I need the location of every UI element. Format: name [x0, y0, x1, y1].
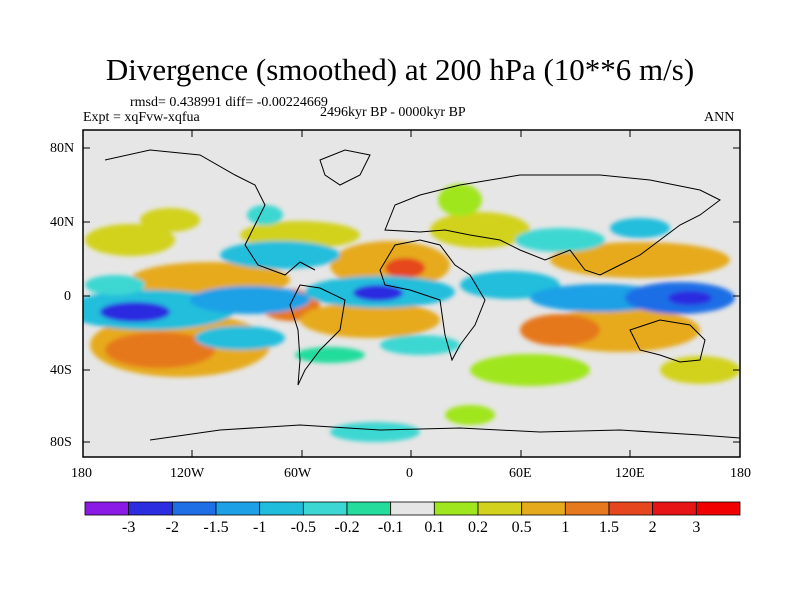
lon-label-180e: 180: [730, 466, 751, 481]
coastlines: [104, 149, 740, 441]
colorbar: -3 -2 -1.5 -1 -0.5 -0.2 -0.1 0.1 0.2 0.5 1 1.5 2 3: [84, 501, 741, 536]
field-region: [300, 302, 440, 338]
colorbar-label: 1: [561, 519, 569, 536]
colorbar-label: -0.2: [334, 519, 359, 536]
field-region: [100, 302, 170, 322]
field-region: [460, 271, 560, 299]
colorbar-swatch: [390, 501, 435, 516]
field-region: [295, 347, 365, 363]
coastline: [104, 149, 316, 276]
lon-label-120e: 120E: [615, 466, 645, 481]
field-region: [353, 285, 403, 301]
field-region: [380, 335, 460, 355]
colorbar-swatch: [128, 501, 173, 516]
coastline: [379, 239, 486, 362]
lon-label-60w: 60W: [284, 466, 312, 481]
field-region: [247, 205, 283, 225]
field-region: [330, 422, 420, 442]
colorbar-swatch: [652, 501, 697, 516]
lon-label-120w: 120W: [170, 466, 205, 481]
field-region: [220, 241, 340, 269]
field-region: [438, 184, 482, 216]
colorbar-label: 1.5: [599, 519, 619, 536]
lon-label-60e: 60E: [509, 466, 532, 481]
lat-label-eq: 0: [64, 289, 71, 304]
colorbar-swatch: [695, 501, 741, 516]
colorbar-label: 0.2: [468, 519, 488, 536]
field-region: [610, 218, 670, 238]
colorbar-label: 3: [692, 519, 700, 536]
colorbar-swatch: [477, 501, 523, 516]
coastline: [319, 149, 371, 186]
lat-label-40s: 40S: [50, 363, 72, 378]
colorbar-swatch: [84, 501, 130, 516]
plot-title: Divergence (smoothed) at 200 hPa (10**6 …: [105, 52, 695, 87]
lon-label-0: 0: [406, 466, 413, 481]
coastline: [629, 319, 706, 363]
field-region: [515, 228, 605, 252]
stats-text: rmsd= 0.438991 diff= -0.00224669: [130, 95, 328, 110]
colorbar-swatch: [171, 501, 217, 516]
lat-label-80s: 80S: [50, 435, 72, 450]
colorbar-swatch: [346, 501, 392, 516]
colorbar-swatch: [259, 501, 304, 516]
lat-label-40n: 40N: [50, 215, 75, 230]
experiment-label: Expt = xqFvw-xqfua: [83, 110, 200, 125]
period-label: 2496kyr BP - 0000kyr BP: [320, 105, 466, 120]
field-region: [550, 242, 730, 278]
field-region: [105, 332, 215, 368]
colorbar-label: -0.1: [378, 519, 403, 536]
field-region: [85, 224, 175, 256]
field-region: [520, 314, 600, 346]
divergence-field: [83, 184, 740, 442]
coastline: [289, 284, 346, 386]
coastline: [384, 174, 721, 276]
colorbar-label: -3: [122, 519, 135, 536]
season-label: ANN: [704, 110, 735, 125]
colorbar-swatch: [521, 501, 566, 516]
colorbar-swatch: [215, 501, 261, 516]
colorbar-label: 2: [649, 519, 657, 536]
colorbar-label: -2: [166, 519, 179, 536]
lon-label-180w: 180: [71, 466, 92, 481]
field-region: [195, 326, 285, 350]
colorbar-label: 0.5: [512, 519, 532, 536]
colorbar-label: -1: [253, 519, 266, 536]
colorbar-label: 0.1: [424, 519, 444, 536]
field-region: [660, 356, 740, 384]
lat-label-80n: 80N: [50, 141, 75, 156]
field-region: [85, 275, 145, 295]
field-region: [668, 291, 712, 305]
lat-ticks: [83, 147, 740, 443]
coastline: [149, 424, 740, 441]
colorbar-swatch: [564, 501, 610, 516]
colorbar-swatch: [608, 501, 654, 516]
colorbar-swatch: [433, 501, 479, 516]
lon-ticks: [191, 130, 631, 457]
field-region: [430, 212, 530, 248]
colorbar-swatch: [302, 501, 348, 516]
field-region: [140, 208, 200, 232]
field-region: [385, 258, 425, 278]
field-region: [470, 354, 590, 386]
field-region: [190, 286, 310, 314]
colorbar-label: -1.5: [203, 519, 228, 536]
colorbar-label: -0.5: [291, 519, 316, 536]
field-region: [445, 405, 495, 425]
